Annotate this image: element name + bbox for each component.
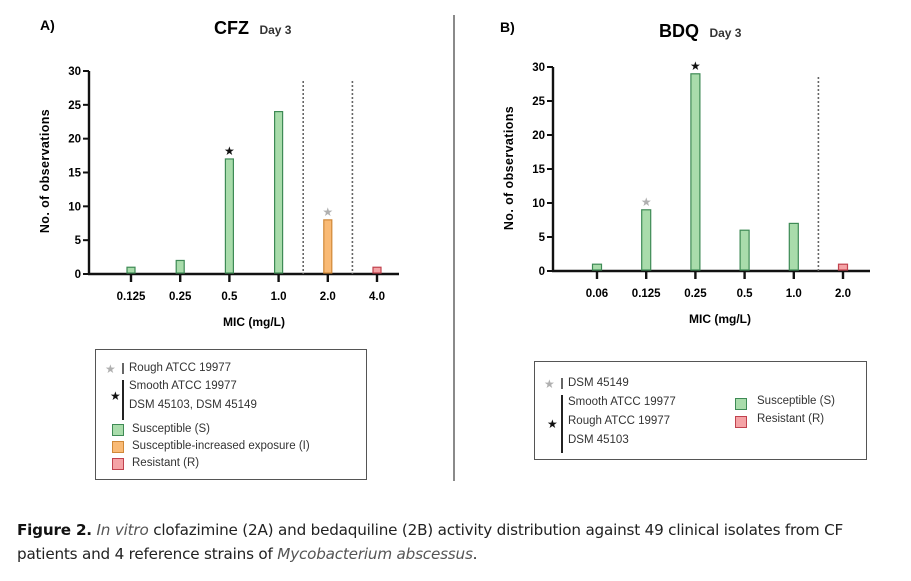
panel-a-bar — [224, 158, 234, 274]
panel-a-title-day: Day 3 — [259, 23, 291, 37]
legend-swatch-susceptible — [735, 398, 747, 410]
grey-star-marker-icon: ★ — [641, 195, 652, 209]
grey-star-marker-icon: ★ — [322, 205, 333, 219]
panel-b-y-tick-label: 5 — [539, 232, 546, 244]
legend-bracket-line — [122, 380, 124, 420]
legend-a-black-star-strain: Smooth ATCC 19977 — [129, 380, 237, 392]
caption-label: Figure 2. — [17, 521, 92, 539]
legend-a-class-label: Susceptible-increased exposure (I) — [132, 440, 310, 452]
grey-star-icon: ★ — [105, 362, 116, 376]
panel-a-bar — [323, 219, 333, 274]
panel-b-xlabel: MIC (mg/L) — [689, 312, 751, 326]
legend-swatch-increased-exposure — [112, 441, 124, 453]
panel-b-bar — [641, 209, 652, 271]
legend-swatch-susceptible — [112, 424, 124, 436]
grey-star-icon: ★ — [544, 377, 555, 391]
legend-bracket-line — [561, 395, 563, 453]
panel-b-x-tick-label: 1.0 — [786, 288, 802, 300]
panel-b-y-tick-label: 10 — [532, 198, 545, 210]
panel-a-y-tick-label: 20 — [68, 134, 81, 146]
panel-a-y-tick-label: 10 — [68, 201, 81, 213]
panel-b-legend: ★ DSM 45149 ★ Smooth ATCC 19977 Rough AT… — [534, 361, 867, 460]
panel-b-y-tick-label: 20 — [532, 130, 545, 142]
legend-b-black-star-strain: DSM 45103 — [568, 434, 629, 446]
legend-a-grey-star-strain: Rough ATCC 19977 — [129, 362, 232, 374]
panel-b-y-tick-label: 15 — [532, 164, 545, 176]
panel-a-y-tick-label: 30 — [68, 66, 81, 78]
panel-b-label: B) — [500, 19, 515, 35]
legend-swatch-resistant — [112, 458, 124, 470]
panel-a-title: CFZ Day 3 — [214, 18, 292, 38]
legend-a-black-star-strain: DSM 45103, DSM 45149 — [129, 399, 257, 411]
panel-a-x-tick-label: 0.5 — [221, 291, 238, 303]
legend-bracket-line — [122, 363, 124, 374]
panel-b-bar — [591, 263, 603, 271]
panel-a-bar — [175, 259, 185, 274]
panel-a-label: A) — [40, 17, 55, 33]
caption-text: clofazimine (2A) and bedaquiline (2B) ac… — [17, 521, 844, 563]
black-star-icon: ★ — [110, 389, 121, 403]
panel-b-y-tick-label: 0 — [539, 266, 545, 278]
panel-b-ylabel: No. of observations — [502, 106, 516, 230]
black-star-marker-icon: ★ — [690, 59, 701, 73]
legend-b-grey-star-strain: DSM 45149 — [568, 377, 629, 389]
panel-a-chart: A) CFZ Day 3 No. of observations MIC (mg… — [38, 17, 399, 329]
panel-a-ylabel: No. of observations — [38, 109, 52, 233]
panel-a-x-tick-label: 2.0 — [320, 291, 336, 303]
panel-b-x-tick-label: 0.125 — [632, 288, 661, 300]
legend-bracket-line — [561, 378, 563, 389]
panel-a-x-tick-label: 4.0 — [369, 291, 385, 303]
panel-b-title-day: Day 3 — [709, 26, 741, 40]
legend-b-black-star-strain: Rough ATCC 19977 — [568, 415, 671, 427]
figure-canvas: A) CFZ Day 3 No. of observations MIC (mg… — [38, 15, 870, 481]
panel-a-y-tick-label: 0 — [75, 269, 81, 281]
panel-a-y-tick-label: 15 — [68, 168, 81, 180]
panel-a-x-tick-label: 0.25 — [169, 291, 192, 303]
panel-a-xlabel: MIC (mg/L) — [223, 315, 285, 329]
panel-b-title: BDQ Day 3 — [659, 21, 742, 41]
legend-swatch-resistant — [735, 416, 747, 428]
panel-a-y-tick-label: 5 — [75, 235, 82, 247]
panel-b-x-tick-label: 0.25 — [684, 288, 707, 300]
panel-b-bar — [837, 263, 849, 271]
figure-caption: Figure 2. In vitro clofazimine (2A) and … — [17, 518, 902, 566]
panel-b-x-tick-label: 0.5 — [737, 288, 754, 300]
panel-b-bar — [788, 222, 799, 271]
panel-b-x-tick-label: 0.06 — [586, 288, 608, 300]
panel-a-x-tick-label: 1.0 — [271, 291, 287, 303]
panel-a-x-tick-label: 0.125 — [117, 291, 146, 303]
legend-b-black-star-strain: Smooth ATCC 19977 — [568, 396, 676, 408]
legend-b-class-label: Resistant (R) — [757, 413, 825, 425]
panel-a-bar — [372, 266, 382, 274]
caption-species: Mycobacterium abscessus — [277, 545, 473, 563]
panel-a-legend: ★ Rough ATCC 19977 ★ Smooth ATCC 19977 D… — [95, 349, 367, 480]
panel-b-y-tick-label: 25 — [532, 96, 545, 108]
panel-a-title-drug: CFZ — [214, 18, 249, 38]
legend-a-class-label: Resistant (R) — [132, 457, 200, 469]
legend-b-class-label: Susceptible (S) — [757, 395, 835, 407]
panel-b-bar — [690, 73, 701, 271]
legend-a-class-label: Susceptible (S) — [132, 423, 210, 435]
panel-b-bar — [739, 229, 750, 271]
black-star-marker-icon: ★ — [224, 144, 235, 158]
caption-end: . — [472, 545, 478, 563]
panel-a-y-tick-label: 25 — [68, 100, 81, 112]
caption-italic-in-vitro: In vitro — [96, 521, 149, 539]
panel-b-y-tick-label: 30 — [532, 62, 545, 74]
panel-b-title-drug: BDQ — [659, 21, 699, 41]
panel-a-bar — [274, 110, 284, 274]
black-star-icon: ★ — [547, 417, 558, 431]
panel-a-bar — [126, 266, 136, 274]
panel-b-x-tick-label: 2.0 — [835, 288, 851, 300]
panel-b-chart: B) BDQ Day 3 No. of observations MIC (mg… — [500, 19, 870, 326]
